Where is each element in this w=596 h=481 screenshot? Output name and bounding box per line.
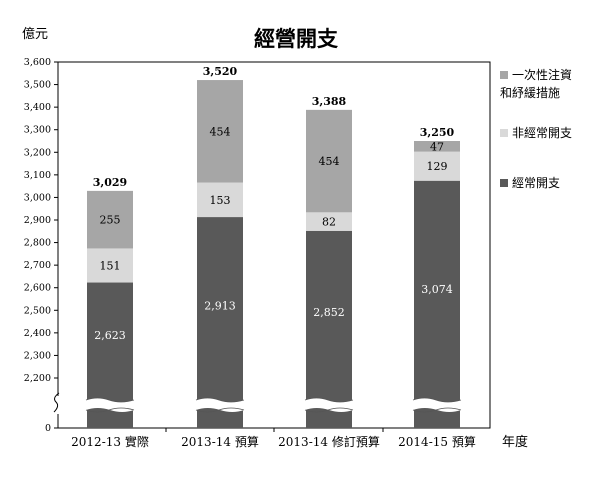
legend-swatch (500, 129, 508, 137)
axis-break-mark (53, 392, 60, 413)
bar-segment (414, 151, 460, 181)
bar-value-label: 82 (322, 216, 336, 229)
y-tick-label: 2,800 (24, 238, 51, 249)
bar-value-label: 255 (100, 214, 121, 227)
bar-value-label: 2,913 (204, 300, 236, 313)
bar-segment (414, 180, 460, 428)
bar-segment (306, 109, 352, 213)
bar-value-label: 454 (319, 155, 340, 168)
y-tick-label: 3,400 (24, 102, 51, 113)
y-tick-label: 2,600 (24, 283, 51, 294)
bar-value-label: 153 (210, 194, 231, 207)
bar-axis-break (86, 398, 134, 412)
bar-value-label: 129 (427, 160, 448, 173)
bar-segment (414, 141, 460, 152)
bar-segment (87, 190, 133, 249)
bar-total-label: 3,250 (420, 126, 455, 139)
bar-segment (306, 212, 352, 231)
bar-axis-break-edge (412, 407, 462, 413)
bar-total-label: 3,520 (203, 65, 238, 78)
bar-segment (197, 182, 243, 218)
bar-segment (197, 80, 243, 183)
bar-value-label: 2,852 (313, 306, 345, 319)
y-tick-label: 2,400 (24, 328, 51, 339)
legend-swatch (500, 179, 508, 187)
y-tick-label: 3,500 (24, 80, 51, 91)
y-tick-label: 2,300 (24, 350, 51, 361)
y-tick-label: 3,300 (24, 125, 51, 136)
bar-value-label: 47 (430, 140, 444, 153)
y-axis-unit-label: 億元 (22, 26, 48, 42)
bar-axis-break (196, 398, 244, 412)
bar-value-label: 2,623 (94, 329, 126, 342)
y-tick-label: 2,500 (24, 305, 51, 316)
bar-total-label: 3,388 (312, 95, 347, 108)
x-category-label: 2012-13 實際 (71, 434, 149, 449)
bar-axis-break-edge (85, 407, 135, 413)
bar-axis-break (413, 398, 461, 412)
bar-segment (87, 248, 133, 283)
y-tick-label: 2,700 (24, 260, 51, 271)
chart-title: 經營開支 (254, 26, 339, 51)
x-category-label: 2013-14 預算 (181, 434, 259, 449)
y-tick-label: 2,900 (24, 215, 51, 226)
legend-label: 經常開支 (512, 176, 560, 190)
bar-axis-break-edge (195, 407, 245, 413)
x-axis-label: 年度 (502, 434, 528, 450)
y-tick-label: 0 (45, 423, 51, 434)
y-tick-label: 3,100 (24, 170, 51, 181)
legend-label: 非經常開支 (512, 126, 572, 140)
bar-value-label: 3,074 (421, 283, 453, 296)
bar-value-label: 454 (210, 125, 231, 138)
x-category-label: 2013-14 修訂預算 (278, 434, 380, 449)
bar-total-label: 3,029 (93, 176, 127, 189)
y-tick-label: 2,200 (24, 373, 51, 384)
bar-axis-break-edge (304, 397, 354, 403)
bar-axis-break-edge (304, 407, 354, 413)
legend-swatch (500, 71, 508, 79)
legend-label: 和紓緩措施 (500, 86, 560, 100)
bar-segment (197, 217, 243, 428)
bar-axis-break-edge (412, 397, 462, 403)
bar-axis-break-edge (195, 397, 245, 403)
bar-segment (306, 230, 352, 428)
legend-label: 一次性注資 (512, 67, 572, 82)
bar-axis-break (305, 398, 353, 412)
y-tick-label: 3,000 (24, 192, 51, 203)
y-tick-label: 3,600 (24, 57, 51, 68)
y-tick-label: 3,200 (24, 147, 51, 158)
bar-value-label: 151 (100, 259, 121, 272)
x-category-label: 2014-15 預算 (398, 434, 476, 449)
bar-axis-break-edge (85, 397, 135, 403)
